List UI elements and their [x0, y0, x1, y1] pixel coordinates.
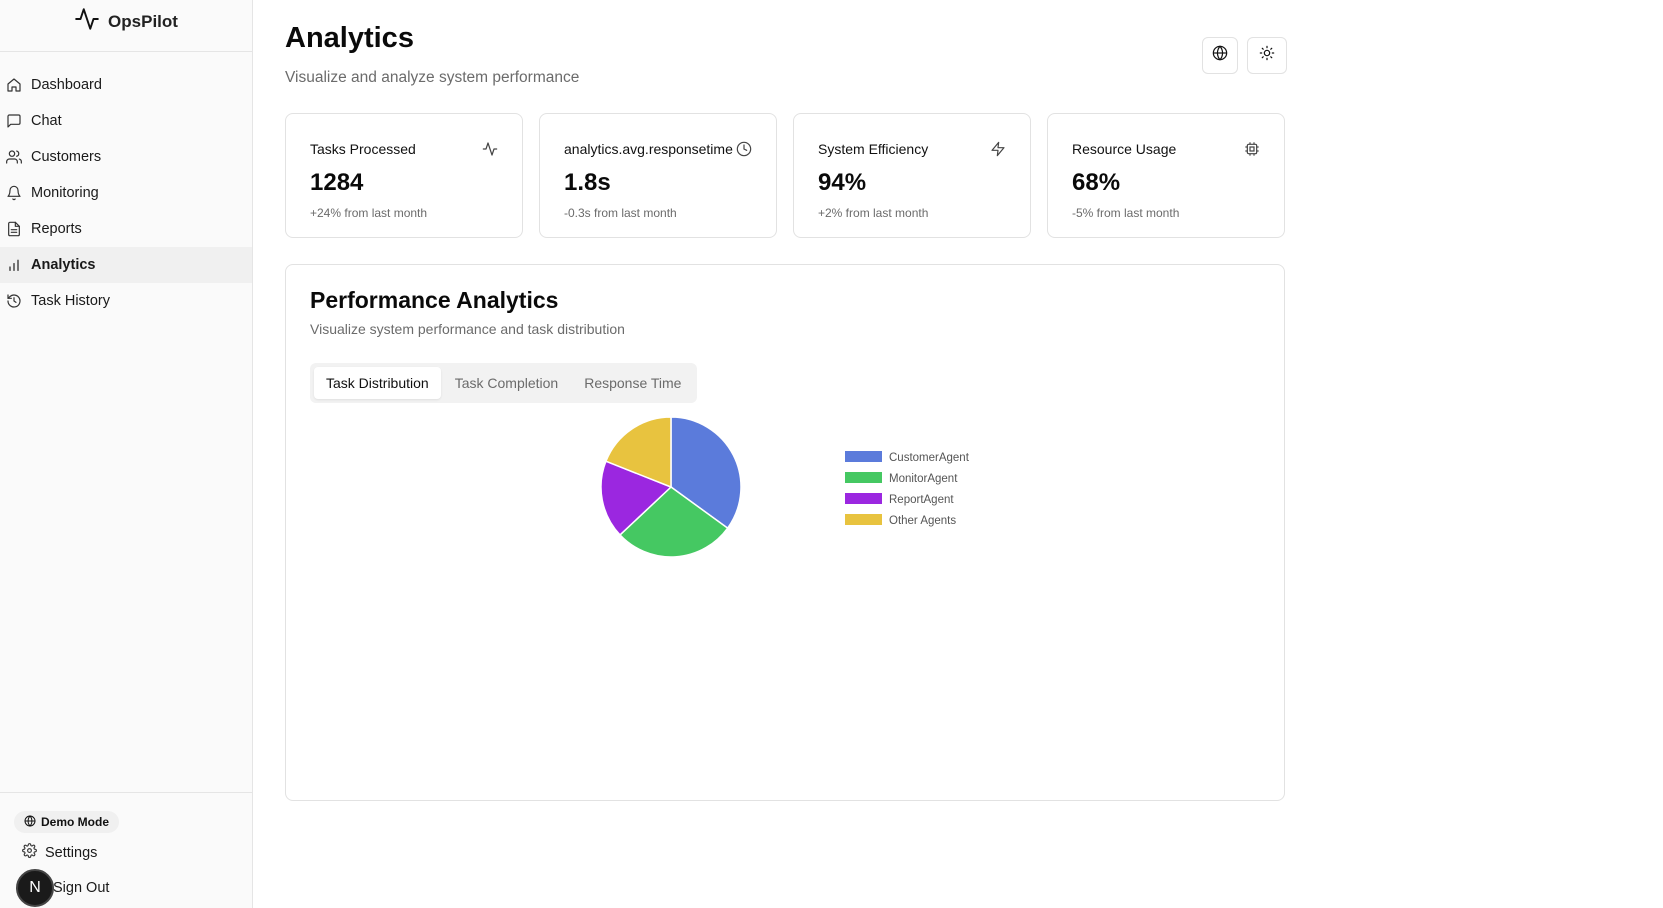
bar-chart-icon	[6, 257, 22, 273]
stat-card-resource-usage: Resource Usage 68% -5% from last month	[1047, 113, 1285, 238]
sidebar-footer: Demo Mode Settings N Sign Out	[0, 792, 253, 908]
stat-card-value: 1.8s	[564, 169, 611, 196]
performance-analytics-panel: Performance Analytics Visualize system p…	[285, 264, 1285, 801]
stat-card-title: Resource Usage	[1072, 141, 1177, 157]
sidebar-item-label: Task History	[31, 293, 110, 309]
task-distribution-pie-chart: CustomerAgent MonitorAgent ReportAgent Othe…	[600, 416, 970, 558]
sidebar-item-task-history[interactable]: Task History	[0, 283, 252, 319]
sidebar: OpsPilot Dashboard Chat Customers Monito…	[0, 0, 253, 908]
gear-icon	[22, 843, 37, 862]
stat-card-tasks-processed: Tasks Processed 1284 +24% from last mont…	[285, 113, 523, 238]
stat-card-delta: +2% from last month	[818, 206, 929, 220]
sidebar-item-label: Reports	[31, 221, 82, 237]
settings-label: Settings	[45, 844, 98, 861]
stat-cards: Tasks Processed 1284 +24% from last mont…	[285, 113, 1285, 238]
sun-icon	[1259, 45, 1275, 66]
legend-label: MonitorAgent	[889, 473, 958, 485]
history-icon	[6, 293, 22, 309]
bell-icon	[6, 185, 22, 201]
tab-response-time[interactable]: Response Time	[584, 375, 682, 391]
sidebar-item-chat[interactable]: Chat	[0, 103, 252, 139]
panel-title: Performance Analytics	[310, 287, 559, 313]
sign-out-button[interactable]: Sign Out	[53, 880, 110, 896]
globe-icon	[1212, 45, 1228, 66]
sidebar-item-label: Dashboard	[31, 77, 102, 93]
activity-logo-icon	[74, 6, 100, 37]
zap-icon	[990, 141, 1006, 157]
stat-card-value: 1284	[310, 169, 364, 196]
tab-task-completion[interactable]: Task Completion	[454, 375, 559, 391]
chat-icon	[6, 113, 22, 129]
sidebar-item-label: Chat	[31, 113, 62, 129]
users-icon	[6, 149, 22, 165]
stat-card-title: System Efficiency	[818, 141, 929, 157]
legend-swatch	[845, 451, 882, 462]
stat-card-system-efficiency: System Efficiency 94% +2% from last mont…	[793, 113, 1031, 238]
stat-card-response-time: analytics.avg.responsetime 1.8s -0.3s fr…	[539, 113, 777, 238]
panel-subtitle: Visualize system performance and task di…	[310, 321, 625, 337]
file-icon	[6, 221, 22, 237]
settings-button[interactable]: Settings	[22, 843, 97, 862]
sidebar-item-customers[interactable]: Customers	[0, 139, 252, 175]
stat-card-delta: -0.3s from last month	[564, 206, 677, 220]
stat-card-delta: +24% from last month	[310, 206, 428, 220]
brand[interactable]: OpsPilot	[0, 0, 252, 52]
legend-label: CustomerAgent	[889, 452, 970, 464]
pie-slice-monitoragent[interactable]	[618, 486, 729, 558]
sidebar-item-reports[interactable]: Reports	[0, 211, 252, 247]
activity-icon	[482, 141, 498, 157]
page-subtitle: Visualize and analyze system performance	[285, 69, 580, 86]
stat-card-title: Tasks Processed	[310, 141, 416, 157]
sidebar-item-dashboard[interactable]: Dashboard	[0, 67, 252, 103]
chart-tabs: Task Distribution Task Completion Respon…	[310, 363, 698, 403]
stat-card-delta: -5% from last month	[1072, 206, 1180, 220]
clock-icon	[736, 141, 752, 157]
demo-mode-badge: Demo Mode	[14, 811, 120, 833]
sidebar-item-label: Customers	[31, 149, 102, 165]
home-icon	[6, 77, 22, 93]
pie-slice-customeragent[interactable]	[670, 416, 742, 530]
stat-card-value: 94%	[818, 169, 867, 196]
demo-mode-label: Demo Mode	[41, 815, 110, 829]
sidebar-item-analytics[interactable]: Analytics	[0, 247, 252, 283]
globe-icon	[24, 814, 36, 830]
sidebar-item-monitoring[interactable]: Monitoring	[0, 175, 252, 211]
sidebar-nav: Dashboard Chat Customers Monitoring Repo…	[0, 52, 252, 319]
page-title: Analytics	[285, 22, 414, 54]
legend-label: ReportAgent	[889, 494, 954, 506]
sidebar-item-label: Monitoring	[31, 185, 99, 201]
sidebar-item-label: Analytics	[31, 257, 96, 273]
legend-swatch	[845, 472, 882, 483]
pie-slice-other-agents[interactable]	[604, 416, 672, 489]
language-button[interactable]	[1202, 37, 1238, 74]
tab-task-distribution[interactable]: Task Distribution	[314, 367, 441, 399]
legend-swatch	[845, 514, 882, 525]
brand-name: OpsPilot	[108, 11, 178, 31]
theme-toggle-button[interactable]	[1247, 37, 1287, 74]
legend-swatch	[845, 493, 882, 504]
stat-card-title: analytics.avg.responsetime	[564, 141, 733, 157]
avatar[interactable]: N	[16, 869, 54, 907]
pie-slice-reportagent[interactable]	[600, 460, 673, 536]
cpu-icon	[1244, 141, 1260, 157]
stat-card-value: 68%	[1072, 169, 1121, 196]
legend-label: Other Agents	[889, 515, 956, 527]
